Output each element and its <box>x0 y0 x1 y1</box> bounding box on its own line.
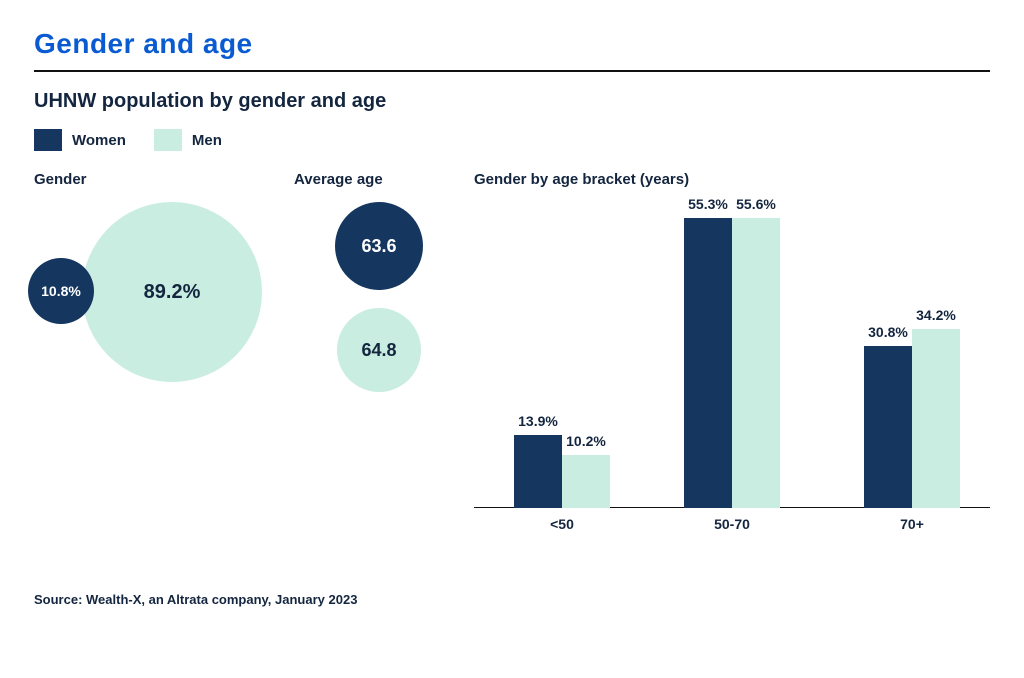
subtitle: UHNW population by gender and age <box>34 90 990 113</box>
panel-avg-age-label: Average age <box>294 171 464 188</box>
bar-category-label: 70+ <box>900 516 924 532</box>
panel-gender-label: Gender <box>34 171 284 188</box>
bar-group: 30.8%34.2% <box>864 329 960 508</box>
page-title: Gender and age <box>34 28 990 60</box>
gender-bubble-women-value: 10.8% <box>41 283 81 299</box>
bar-group: 55.3%55.6% <box>684 218 780 508</box>
bar-value-label: 55.6% <box>736 196 776 212</box>
avg-age-circle-men: 64.8 <box>337 308 421 392</box>
bar-category-label: <50 <box>550 516 574 532</box>
avg-age-circle-women: 63.6 <box>335 202 423 290</box>
bar-category-label: 50-70 <box>714 516 750 532</box>
gender-bubbles: 89.2% 10.8% <box>34 202 264 402</box>
bar: 55.6% <box>732 218 780 508</box>
bar-value-label: 34.2% <box>916 307 956 323</box>
legend-item-women: Women <box>34 129 126 151</box>
bar: 10.2% <box>562 455 610 508</box>
legend-label-women: Women <box>72 132 126 149</box>
bar-value-label: 13.9% <box>518 413 558 429</box>
legend-swatch-men <box>154 129 182 151</box>
legend-item-men: Men <box>154 129 222 151</box>
legend: Women Men <box>34 129 990 151</box>
bar-value-label: 30.8% <box>868 324 908 340</box>
bar-group: 13.9%10.2% <box>514 435 610 508</box>
panel-bars: Gender by age bracket (years) 13.9%10.2%… <box>474 171 990 532</box>
panel-bars-label: Gender by age bracket (years) <box>474 171 990 188</box>
gender-bubble-men-value: 89.2% <box>144 281 201 304</box>
panel-gender: Gender 89.2% 10.8% <box>34 171 284 402</box>
gender-bubble-men: 89.2% <box>82 202 262 382</box>
bar: 34.2% <box>912 329 960 508</box>
bar-value-label: 10.2% <box>566 433 606 449</box>
legend-label-men: Men <box>192 132 222 149</box>
source-line: Source: Wealth-X, an Altrata company, Ja… <box>34 592 990 607</box>
bar: 30.8% <box>864 346 912 508</box>
avg-age-circles: 63.6 64.8 <box>294 202 464 392</box>
bar-value-label: 55.3% <box>688 196 728 212</box>
bar-chart: 13.9%10.2%<5055.3%55.6%50-7030.8%34.2%70… <box>474 202 990 532</box>
panel-avg-age: Average age 63.6 64.8 <box>294 171 464 392</box>
bar: 55.3% <box>684 218 732 508</box>
title-rule <box>34 70 990 72</box>
legend-swatch-women <box>34 129 62 151</box>
gender-bubble-women: 10.8% <box>28 258 94 324</box>
bar: 13.9% <box>514 435 562 508</box>
